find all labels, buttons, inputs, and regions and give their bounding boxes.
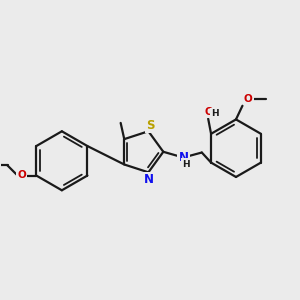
Text: S: S: [146, 119, 154, 132]
Text: N: N: [178, 151, 188, 164]
Text: O: O: [17, 170, 26, 180]
Text: H: H: [212, 109, 219, 118]
Text: O: O: [244, 94, 253, 104]
Text: H: H: [182, 160, 190, 169]
Text: O: O: [205, 106, 213, 116]
Text: N: N: [144, 173, 154, 186]
